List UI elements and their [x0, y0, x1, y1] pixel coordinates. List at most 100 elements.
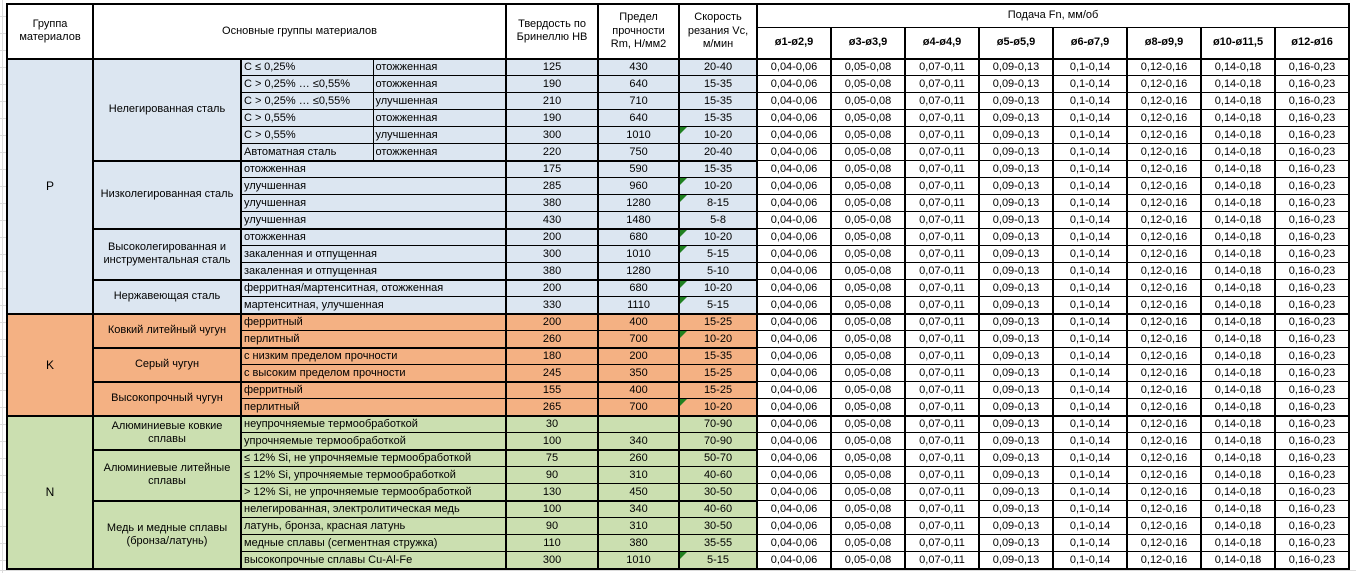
feed-value-cell[interactable]: 0,04-0,06: [756, 160, 832, 178]
feed-value-cell[interactable]: 0,05-0,08: [830, 262, 906, 280]
feed-value-cell[interactable]: 0,04-0,06: [756, 143, 832, 161]
hardness-cell[interactable]: 110: [505, 534, 599, 552]
feed-value-cell[interactable]: 0,1-0,14: [1052, 194, 1128, 212]
feed-value-cell[interactable]: 0,12-0,16: [1126, 330, 1202, 348]
feed-value-cell[interactable]: 0,07-0,11: [904, 177, 980, 195]
feed-value-cell[interactable]: 0,14-0,18: [1200, 466, 1276, 484]
feed-value-cell[interactable]: 0,16-0,23: [1274, 517, 1350, 535]
cutting-speed-cell[interactable]: 10-20: [678, 330, 758, 349]
feed-value-cell[interactable]: 0,09-0,13: [978, 160, 1054, 178]
feed-value-cell[interactable]: 0,1-0,14: [1052, 228, 1128, 246]
feed-value-cell[interactable]: 0,12-0,16: [1126, 126, 1202, 144]
material-detail-cell[interactable]: с высоким пределом прочности: [240, 364, 507, 383]
feed-value-cell[interactable]: 0,04-0,06: [756, 194, 832, 212]
strength-cell[interactable]: 400: [597, 313, 680, 331]
feed-value-cell[interactable]: 0,16-0,23: [1274, 483, 1350, 501]
feed-value-cell[interactable]: 0,12-0,16: [1126, 262, 1202, 280]
feed-value-cell[interactable]: 0,16-0,23: [1274, 211, 1350, 229]
hardness-cell[interactable]: 155: [505, 381, 599, 399]
feed-value-cell[interactable]: 0,16-0,23: [1274, 534, 1350, 552]
feed-value-cell[interactable]: 0,12-0,16: [1126, 177, 1202, 195]
feed-value-cell[interactable]: 0,16-0,23: [1274, 262, 1350, 280]
feed-value-cell[interactable]: 0,14-0,18: [1200, 517, 1276, 535]
feed-value-cell[interactable]: 0,14-0,18: [1200, 262, 1276, 280]
feed-value-cell[interactable]: 0,16-0,23: [1274, 415, 1350, 433]
feed-value-cell[interactable]: 0,04-0,06: [756, 432, 832, 450]
material-detail-cell[interactable]: улучшенная: [240, 211, 507, 230]
feed-value-cell[interactable]: 0,04-0,06: [756, 500, 832, 518]
feed-value-cell[interactable]: 0,1-0,14: [1052, 245, 1128, 263]
strength-cell[interactable]: 960: [597, 177, 680, 195]
material-detail-cell[interactable]: улучшенная: [240, 177, 507, 195]
feed-value-cell[interactable]: 0,04-0,06: [756, 126, 832, 144]
feed-value-cell[interactable]: 0,12-0,16: [1126, 517, 1202, 535]
feed-value-cell[interactable]: 0,09-0,13: [978, 432, 1054, 450]
feed-value-cell[interactable]: 0,14-0,18: [1200, 432, 1276, 450]
feed-value-cell[interactable]: 0,04-0,06: [756, 534, 832, 552]
feed-value-cell[interactable]: 0,1-0,14: [1052, 279, 1128, 297]
strength-cell[interactable]: 1010: [597, 245, 680, 263]
feed-value-cell[interactable]: 0,05-0,08: [830, 500, 906, 518]
feed-value-cell[interactable]: 0,14-0,18: [1200, 364, 1276, 382]
feed-value-cell[interactable]: 0,14-0,18: [1200, 194, 1276, 212]
feed-value-cell[interactable]: 0,09-0,13: [978, 75, 1054, 93]
feed-value-cell[interactable]: 0,07-0,11: [904, 517, 980, 535]
feed-value-cell[interactable]: 0,04-0,06: [756, 245, 832, 263]
feed-value-cell[interactable]: 0,05-0,08: [830, 228, 906, 246]
feed-value-cell[interactable]: 0,16-0,23: [1274, 194, 1350, 212]
hardness-cell[interactable]: 100: [505, 500, 599, 518]
feed-value-cell[interactable]: 0,09-0,13: [978, 483, 1054, 501]
hardness-cell[interactable]: 330: [505, 296, 599, 315]
feed-value-cell[interactable]: 0,12-0,16: [1126, 58, 1202, 76]
feed-value-cell[interactable]: 0,09-0,13: [978, 296, 1054, 315]
feed-value-cell[interactable]: 0,05-0,08: [830, 92, 906, 110]
feed-value-cell[interactable]: 0,04-0,06: [756, 279, 832, 297]
strength-cell[interactable]: 380: [597, 534, 680, 552]
strength-cell[interactable]: 310: [597, 517, 680, 535]
feed-value-cell[interactable]: 0,16-0,23: [1274, 126, 1350, 144]
strength-cell[interactable]: 700: [597, 398, 680, 417]
material-detail-cell[interactable]: перлитный: [240, 398, 507, 417]
feed-value-cell[interactable]: 0,05-0,08: [830, 398, 906, 417]
feed-value-cell[interactable]: 0,12-0,16: [1126, 398, 1202, 417]
subgroup-name-cell[interactable]: Алюминиевые литейные сплавы: [92, 449, 242, 502]
feed-value-cell[interactable]: 0,14-0,18: [1200, 279, 1276, 297]
material-state-cell[interactable]: улучшенная: [372, 126, 507, 144]
cutting-speed-cell[interactable]: 15-25: [678, 313, 758, 331]
material-detail-cell[interactable]: > 12% Si, не упрочняемые термообработкой: [240, 483, 507, 502]
feed-value-cell[interactable]: 0,09-0,13: [978, 126, 1054, 144]
feed-value-cell[interactable]: 0,09-0,13: [978, 58, 1054, 76]
feed-value-cell[interactable]: 0,09-0,13: [978, 262, 1054, 280]
hardness-cell[interactable]: 190: [505, 109, 599, 127]
feed-value-cell[interactable]: 0,07-0,11: [904, 109, 980, 127]
hardness-cell[interactable]: 220: [505, 143, 599, 162]
feed-value-cell[interactable]: 0,16-0,23: [1274, 551, 1350, 570]
subgroup-name-cell[interactable]: Высокопрочный чугун: [92, 381, 242, 417]
feed-value-cell[interactable]: 0,1-0,14: [1052, 262, 1128, 280]
hardness-cell[interactable]: 300: [505, 126, 599, 144]
strength-cell[interactable]: 450: [597, 483, 680, 502]
feed-value-cell[interactable]: 0,14-0,18: [1200, 551, 1276, 570]
material-state-cell[interactable]: отожженная: [372, 143, 507, 162]
feed-value-cell[interactable]: 0,12-0,16: [1126, 313, 1202, 331]
feed-value-cell[interactable]: 0,05-0,08: [830, 313, 906, 331]
feed-value-cell[interactable]: 0,05-0,08: [830, 194, 906, 212]
feed-value-cell[interactable]: 0,12-0,16: [1126, 432, 1202, 450]
feed-value-cell[interactable]: 0,12-0,16: [1126, 228, 1202, 246]
strength-cell[interactable]: 1280: [597, 262, 680, 281]
feed-value-cell[interactable]: 0,12-0,16: [1126, 245, 1202, 263]
feed-value-cell[interactable]: 0,14-0,18: [1200, 75, 1276, 93]
hardness-cell[interactable]: 90: [505, 466, 599, 484]
feed-value-cell[interactable]: 0,14-0,18: [1200, 313, 1276, 331]
feed-value-cell[interactable]: 0,1-0,14: [1052, 313, 1128, 331]
feed-value-cell[interactable]: 0,14-0,18: [1200, 126, 1276, 144]
feed-value-cell[interactable]: 0,14-0,18: [1200, 109, 1276, 127]
strength-cell[interactable]: 640: [597, 109, 680, 127]
feed-value-cell[interactable]: 0,12-0,16: [1126, 109, 1202, 127]
feed-value-cell[interactable]: 0,04-0,06: [756, 449, 832, 467]
feed-value-cell[interactable]: 0,05-0,08: [830, 347, 906, 365]
hardness-cell[interactable]: 200: [505, 279, 599, 297]
feed-value-cell[interactable]: 0,07-0,11: [904, 211, 980, 229]
feed-value-cell[interactable]: 0,12-0,16: [1126, 143, 1202, 161]
material-detail-cell[interactable]: ферритный: [240, 313, 507, 331]
